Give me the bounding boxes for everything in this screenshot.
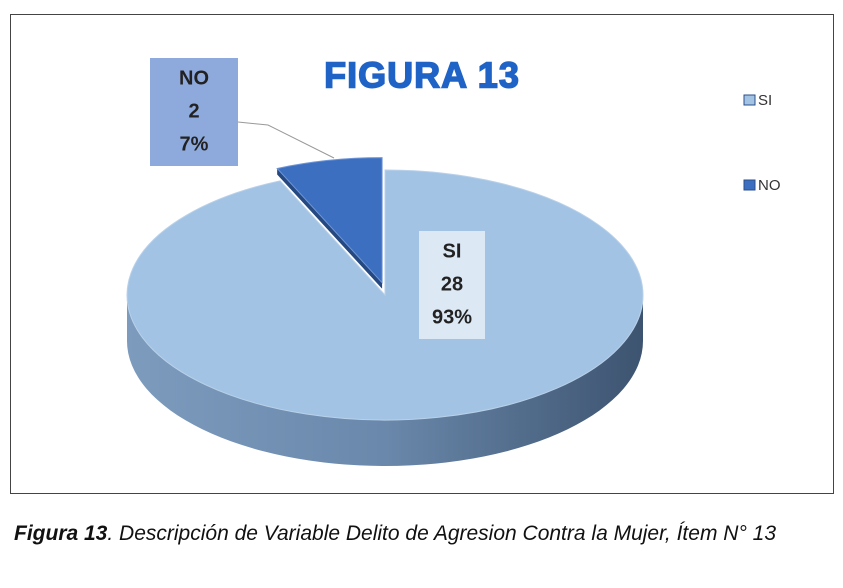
- data-label-value: 28: [441, 273, 463, 295]
- caption-label: Figura 13: [14, 522, 108, 545]
- data-label-value: 2: [188, 100, 199, 122]
- chart-title: FIGURA 13: [324, 55, 520, 96]
- legend-swatch: [743, 179, 756, 191]
- caption-text: . Descripción de Variable Delito de Agre…: [107, 522, 777, 545]
- leader-line: [237, 121, 335, 159]
- legend-swatch: [743, 94, 756, 106]
- data-label-percent: 7%: [180, 133, 209, 155]
- data-label-percent: 93%: [432, 306, 472, 328]
- data-label-bg: [150, 58, 238, 166]
- pie-top: [276, 157, 383, 284]
- pie-edge: [277, 168, 383, 289]
- legend-label: SI: [758, 92, 772, 109]
- pie-slice: [276, 157, 383, 289]
- data-label-bg: [419, 231, 485, 339]
- data-label-category: NO: [179, 67, 209, 89]
- chart: FIGURA 13 SI 28 93% NO 2 7% SI NO: [126, 54, 781, 466]
- pie-slice: [126, 169, 644, 466]
- chart-frame: [10, 14, 834, 494]
- pie-top: [126, 169, 644, 421]
- data-label-category: SI: [443, 240, 462, 262]
- legend-label: NO: [758, 177, 781, 194]
- caption: Figura 13. Descripción de Variable Delit…: [14, 516, 834, 552]
- pie-side: [127, 295, 643, 466]
